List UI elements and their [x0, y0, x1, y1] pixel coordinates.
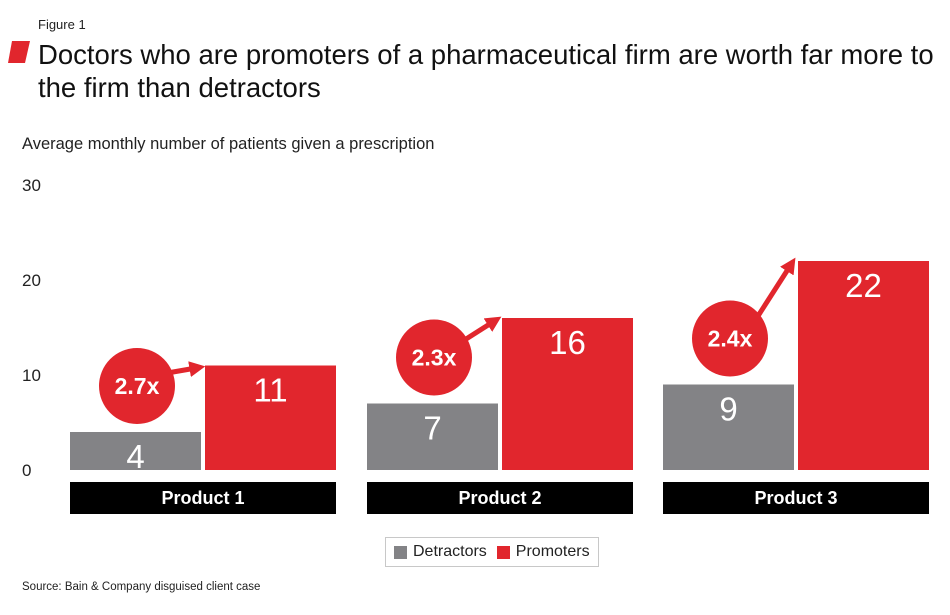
- legend-swatch-promoters: [496, 545, 510, 559]
- bar-value-label: 16: [549, 324, 586, 361]
- legend-swatch-detractors: [394, 545, 407, 559]
- y-tick-label: 10: [22, 366, 41, 385]
- bar-value-label: 4: [126, 438, 144, 475]
- source-note: Source: Bain & Company disguised client …: [22, 581, 261, 593]
- figure-label: Figure 1: [38, 17, 86, 32]
- chart-subtitle: Average monthly number of patients given…: [22, 135, 435, 153]
- category-bar-3: [663, 482, 929, 514]
- legend-item-detractors: Detractors: [394, 543, 487, 561]
- legend-label-promoters: Promoters: [515, 543, 590, 560]
- bar-promoters-3: [798, 261, 929, 470]
- bar-value-label: 9: [719, 391, 737, 428]
- y-tick-label: 30: [22, 176, 41, 195]
- category-bar-2: [367, 482, 633, 514]
- category-label: Product 2: [458, 488, 541, 508]
- multiplier-circle: [692, 300, 768, 377]
- category-bar-1: [70, 482, 336, 514]
- multiplier-circle: [99, 348, 175, 424]
- bar-detractors-2: [367, 403, 498, 470]
- chart-title: Doctors who are promoters of a pharmaceu…: [38, 39, 934, 103]
- category-label: Product 3: [754, 488, 837, 508]
- bar-detractors-3: [663, 384, 794, 470]
- bar-value-label: 7: [423, 410, 441, 447]
- y-tick-label: 20: [22, 271, 41, 290]
- legend-label-detractors: Detractors: [413, 543, 487, 560]
- category-label: Product 1: [161, 488, 244, 508]
- bar-value-label: 11: [253, 372, 287, 409]
- bar-promoters-2: [502, 318, 633, 470]
- multiplier-label: 2.4x: [708, 326, 753, 352]
- bar-chart: 0 10 20 30 4 11 Product 1 2.7x 7 16 Product 2 2.3x 9…: [22, 176, 929, 514]
- bar-detractors-1: [70, 432, 201, 470]
- legend-item-promoters: Promoters: [496, 543, 590, 561]
- bar-value-label: 22: [845, 267, 882, 304]
- multiplier-circle: [396, 319, 472, 396]
- title-marker-icon: [8, 41, 30, 63]
- bar-promoters-1: [205, 365, 336, 470]
- multiplier-label: 2.3x: [412, 345, 457, 371]
- legend: Detractors Promoters: [385, 537, 599, 567]
- multiplier-label: 2.7x: [115, 373, 160, 399]
- y-tick-label: 0: [22, 461, 31, 480]
